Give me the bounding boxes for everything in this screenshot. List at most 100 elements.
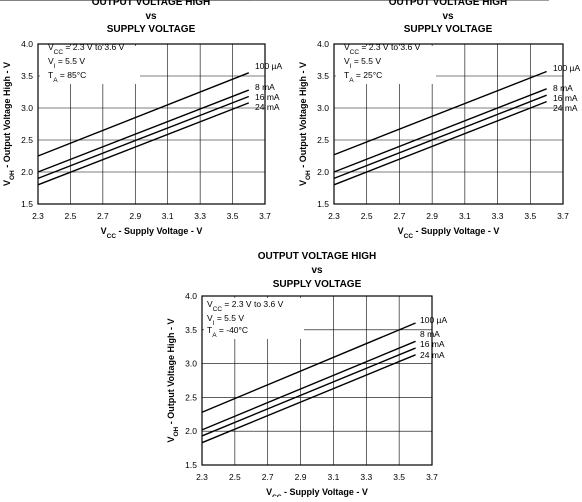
x-tick-label: 2.7 [394,211,406,221]
series-label: 24 mA [255,102,280,112]
series-label: 8 mA [255,82,275,92]
y-tick-label: 3.0 [317,103,329,113]
conditions-box [336,46,436,84]
test-condition-label: VCC = 2.3 V to 3.6 V [207,299,284,313]
chart-panel-3: OUTPUT VOLTAGE HIGH vs SUPPLY VOLTAGE 2.3 2.… [0,0,447,501]
chart-title-line: OUTPUT VOLTAGE HIGH [389,0,508,8]
x-tick-label: 2.7 [262,472,274,482]
series-label: 24 mA [553,103,578,113]
chart-title-line: vs [311,265,323,276]
x-tick-label: 2.9 [129,211,141,221]
series-line [37,102,250,186]
y-tick-label: 2.5 [317,135,329,145]
test-condition-label: VI = 5.5 V [207,313,244,327]
y-tick-label: 4.0 [21,39,33,49]
series-line [333,100,547,186]
chart-title-line: SUPPLY VOLTAGE [273,279,362,290]
chart-title-line: OUTPUT VOLTAGE HIGH [258,251,377,262]
x-axis-label: VCC - Supply Voltage - V [398,226,500,240]
y-tick-label: 2.0 [317,167,329,177]
conditions-box [204,298,304,339]
y-tick-label: 2.0 [21,167,33,177]
x-tick-label: 2.9 [426,211,438,221]
x-axis-label: VCC - Supply Voltage - V [266,487,368,497]
chart-panel-2: OUTPUT VOLTAGE HIGH vs SUPPLY VOLTAGE 2.3 2.… [0,0,580,240]
y-tick-label: 2.5 [185,392,197,402]
series-label: 100 µA [420,315,447,325]
x-axis-label: VCC - Supply Voltage - V [101,226,203,240]
series-label: 16 mA [255,92,280,102]
y-tick-label: 3.0 [21,103,33,113]
x-tick-label: 2.9 [295,472,307,482]
y-tick-label: 3.5 [317,71,329,81]
y-tick-label: 3.5 [21,71,33,81]
x-tick-label: 2.5 [229,472,241,482]
series-label: 24 mA [420,350,445,360]
series-label: 100 µA [553,63,580,73]
test-condition-label: VCC = 2.3 V to 3.6 V [48,42,125,56]
series-line [37,89,250,173]
chart-title-line: vs [145,11,157,22]
x-tick-label: 2.3 [196,472,208,482]
series-label: 8 mA [420,329,440,339]
series-label: 100 µA [255,61,282,71]
x-tick-label: 3.5 [227,211,239,221]
x-tick-label: 3.7 [426,472,438,482]
test-condition-label: VCC = 2.3 V to 3.6 V [344,42,421,56]
y-tick-label: 1.5 [21,199,33,209]
y-tick-label: 4.0 [185,291,197,301]
y-tick-label: 1.5 [185,460,197,470]
chart-title-line: SUPPLY VOLTAGE [404,24,493,35]
plot-area-frame [37,43,266,205]
test-condition-label: TA = -40°C [207,325,248,339]
plot-area-frame [333,43,564,205]
plot-area-frame [201,295,433,466]
y-tick-label: 4.0 [317,39,329,49]
chart-panel-1: OUTPUT VOLTAGE HIGH vs SUPPLY VOLTAGE 2.3 2.… [0,0,282,240]
x-tick-label: 3.3 [360,472,372,482]
x-tick-label: 3.5 [393,472,405,482]
x-tick-label: 3.1 [328,472,340,482]
test-condition-label: TA = 25°C [344,70,382,84]
x-tick-label: 2.5 [65,211,77,221]
chart-title-line: OUTPUT VOLTAGE HIGH [92,0,211,8]
series-line [201,354,416,444]
x-tick-label: 2.3 [328,211,340,221]
x-tick-label: 3.7 [557,211,569,221]
series-line [201,322,416,413]
y-tick-label: 3.0 [185,359,197,369]
test-condition-label: VI = 5.5 V [48,56,85,70]
x-tick-label: 3.5 [524,211,536,221]
series-line [201,347,416,437]
test-condition-label: VI = 5.5 V [344,56,381,70]
conditions-box [40,46,140,84]
y-tick-label: 2.5 [21,135,33,145]
x-tick-label: 3.7 [259,211,271,221]
series-line [37,72,250,157]
x-tick-label: 2.7 [97,211,109,221]
y-tick-label: 3.5 [185,325,197,335]
series-line [201,340,416,431]
y-axis-label: VOH - Output Voltage High - V [2,62,16,186]
series-line [333,94,547,180]
x-tick-label: 3.1 [162,211,174,221]
series-line [333,88,547,173]
y-axis-label: VOH - Output Voltage High - V [166,318,180,442]
y-tick-label: 1.5 [317,199,329,209]
chart-title-line: vs [442,11,454,22]
series-line [37,95,250,180]
chart-title-line: SUPPLY VOLTAGE [107,24,196,35]
x-tick-label: 3.3 [492,211,504,221]
y-axis-label: VOH - Output Voltage High - V [298,62,312,186]
series-label: 16 mA [553,93,578,103]
series-label: 16 mA [420,339,445,349]
series-label: 8 mA [553,83,573,93]
x-tick-label: 2.3 [32,211,44,221]
test-condition-label: TA = 85°C [48,70,86,84]
series-line [333,70,547,156]
y-tick-label: 2.0 [185,426,197,436]
x-tick-label: 3.1 [459,211,471,221]
x-tick-label: 2.5 [361,211,373,221]
